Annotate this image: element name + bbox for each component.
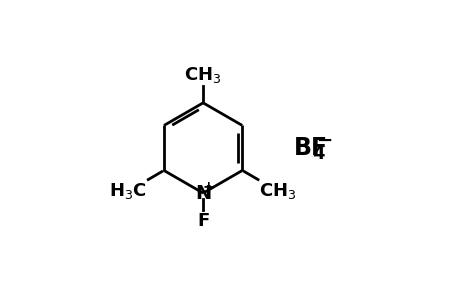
- Text: 4: 4: [312, 145, 324, 163]
- Text: F: F: [197, 212, 209, 230]
- Text: N: N: [195, 184, 211, 202]
- Text: CH$_3$: CH$_3$: [259, 181, 296, 201]
- Text: +: +: [202, 180, 214, 194]
- Text: CH$_3$: CH$_3$: [185, 65, 222, 85]
- Text: BF: BF: [294, 136, 327, 160]
- Text: H$_3$C: H$_3$C: [109, 181, 147, 201]
- Text: −: −: [316, 131, 333, 150]
